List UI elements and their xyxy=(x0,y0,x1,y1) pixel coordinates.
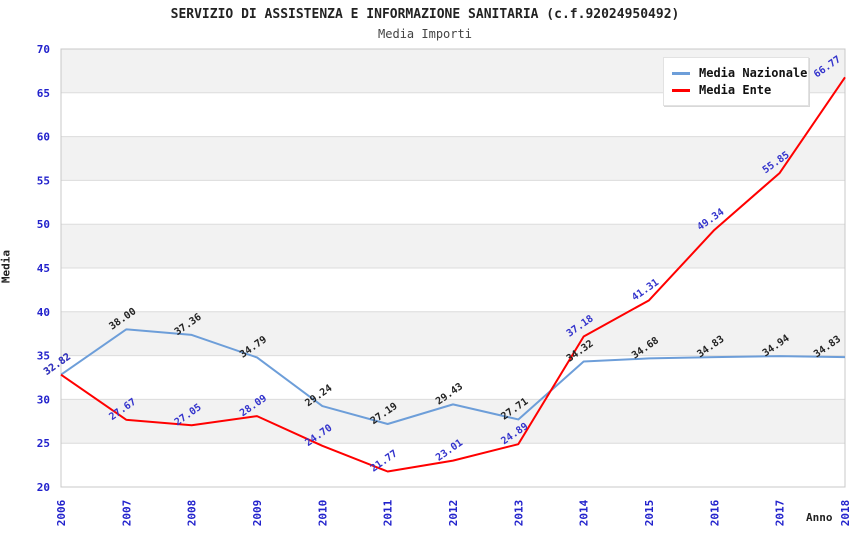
plot-band xyxy=(61,399,845,444)
plot-band xyxy=(61,136,845,181)
y-tick-label: 50 xyxy=(37,218,50,231)
y-tick-label: 40 xyxy=(37,306,50,319)
x-tick-label: 2008 xyxy=(186,500,199,527)
y-tick-label: 65 xyxy=(37,87,50,100)
y-tick-label: 55 xyxy=(37,174,50,187)
x-tick-label: 2017 xyxy=(774,500,787,527)
legend: Media Nazionale Media Ente xyxy=(663,57,809,106)
chart-title: SERVIZIO DI ASSISTENZA E INFORMAZIONE SA… xyxy=(170,7,680,22)
y-axis-title: Media xyxy=(0,249,13,284)
plot-band xyxy=(61,224,845,268)
y-tick-label: 60 xyxy=(37,131,50,144)
legend-line-swatch xyxy=(672,71,690,75)
point-label: 41.31 xyxy=(630,277,661,303)
x-tick-label: 2007 xyxy=(120,500,133,527)
x-tick-label: 2016 xyxy=(708,499,721,526)
x-tick-label: 2010 xyxy=(316,500,329,527)
chart-subtitle: Media Importi xyxy=(378,27,472,41)
x-tick-label: 2011 xyxy=(382,499,395,526)
plot-border xyxy=(60,48,846,488)
y-tick-label: 25 xyxy=(37,437,50,450)
x-tick-label: 2006 xyxy=(55,499,68,526)
y-tick-label: 20 xyxy=(37,481,50,494)
y-tick-label: 30 xyxy=(37,393,50,406)
y-tick-label: 70 xyxy=(37,43,50,56)
x-tick-label: 2013 xyxy=(512,500,525,527)
y-tick-label: 35 xyxy=(37,350,50,363)
series-line-media-nazionale xyxy=(60,328,846,426)
y-tick-label: 45 xyxy=(37,262,50,275)
legend-line-swatch xyxy=(672,88,690,92)
legend-label: Media Ente xyxy=(699,83,772,97)
legend-label: Media Nazionale xyxy=(699,66,808,80)
x-tick-label: 2018 xyxy=(839,500,850,527)
x-tick-label: 2014 xyxy=(578,499,591,526)
x-tick-label: 2009 xyxy=(251,500,264,527)
legend-item-media-nazionale: Media Nazionale xyxy=(672,65,807,81)
x-axis-title: Anno xyxy=(806,511,833,524)
x-tick-label: 2012 xyxy=(447,500,460,527)
series-line-media-ente xyxy=(60,76,846,473)
plot-band xyxy=(61,311,845,356)
legend-item-media-ente: Media Ente xyxy=(672,82,800,98)
x-tick-label: 2015 xyxy=(643,500,656,527)
